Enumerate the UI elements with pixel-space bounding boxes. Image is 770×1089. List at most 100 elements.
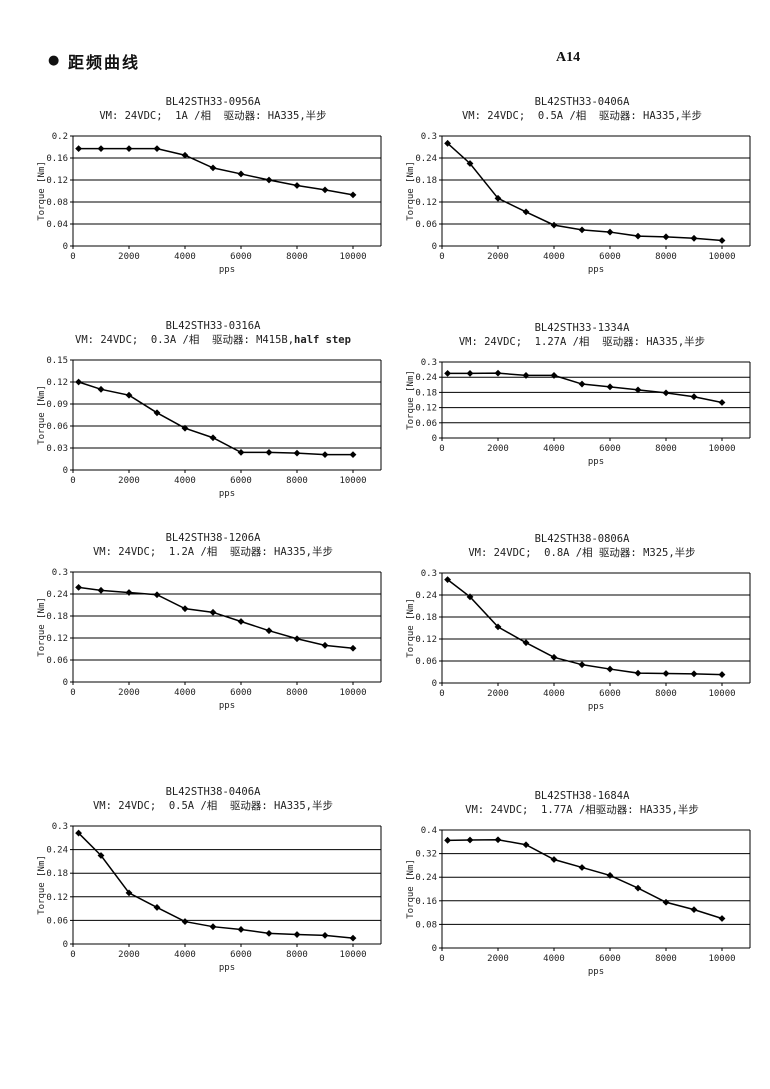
x-tick-label: 0 <box>70 950 75 960</box>
x-tick-label: 8000 <box>286 950 308 960</box>
chart-subtitle: VM: 24VDC; 0.3A /相 驱动器: M415B,half step <box>35 334 391 347</box>
data-line <box>78 586 354 650</box>
x-tick-label: 10000 <box>339 688 366 698</box>
y-tick-label: 0 <box>432 434 437 444</box>
data-point <box>293 449 301 457</box>
data-point <box>444 139 451 147</box>
y-tick-label: 0.08 <box>415 920 437 930</box>
data-point <box>265 627 273 635</box>
data-point <box>690 906 698 914</box>
x-tick-label: 6000 <box>599 252 621 262</box>
y-tick-label: 0 <box>63 678 68 688</box>
y-tick-label: 0 <box>432 242 437 252</box>
x-tick-label: 6000 <box>230 950 252 960</box>
chart-subtitle: VM: 24VDC; 1.77A /相驱动器: HA335,半步 <box>404 804 760 817</box>
y-tick-label: 0.03 <box>46 444 68 454</box>
x-tick-label: 2000 <box>118 252 140 262</box>
data-point <box>718 237 726 244</box>
y-tick-label: 0.06 <box>415 419 437 429</box>
data-point <box>522 841 530 849</box>
y-tick-label: 0.24 <box>46 846 68 856</box>
chart-bl42sth38-1684a: BL42STH38-1684A VM: 24VDC; 1.77A /相驱动器: … <box>404 790 760 976</box>
y-tick-label: 0.18 <box>415 388 437 398</box>
y-tick-label: 0.3 <box>421 569 437 579</box>
chart-bl42sth38-1206a: BL42STH38-1206A VM: 24VDC; 1.2A /相 驱动器: … <box>35 532 391 710</box>
x-tick-label: 6000 <box>230 688 252 698</box>
y-tick-label: 0.04 <box>46 220 68 230</box>
data-point <box>466 370 474 377</box>
chart-subtitle-text: VM: 24VDC; 1A /相 驱动器: HA335,半步 <box>99 110 327 122</box>
y-tick-label: 0 <box>432 679 437 689</box>
y-tick-label: 0.2 <box>52 132 68 142</box>
chart-subtitle: VM: 24VDC; 0.5A /相 驱动器: HA335,半步 <box>404 110 760 123</box>
x-tick-label: 2000 <box>487 444 509 454</box>
data-point <box>578 380 586 388</box>
x-tick-label: 8000 <box>655 444 677 454</box>
x-tick-label: 4000 <box>174 688 196 698</box>
y-tick-label: 0.3 <box>421 358 437 368</box>
chart-subtitle-bold: half step <box>294 334 351 346</box>
data-point <box>181 151 189 159</box>
x-tick-label: 10000 <box>708 444 735 454</box>
x-tick-label: 8000 <box>655 954 677 964</box>
data-point <box>75 378 82 386</box>
y-tick-label: 0.16 <box>46 154 68 164</box>
data-point <box>494 836 502 844</box>
x-tick-label: 2000 <box>118 688 140 698</box>
data-point <box>494 623 502 631</box>
x-tick-label: 10000 <box>708 252 735 262</box>
x-axis-label: pps <box>219 963 235 972</box>
x-tick-label: 8000 <box>286 476 308 486</box>
data-point <box>606 872 614 879</box>
x-tick-label: 8000 <box>655 252 677 262</box>
x-tick-label: 2000 <box>487 954 509 964</box>
y-tick-label: 0.09 <box>46 400 68 410</box>
data-point <box>237 618 245 625</box>
chart-plot: 0 0.06 0.12 0.18 0.24 0.3 0 2000 4000 6000 8000 100… <box>406 569 751 711</box>
y-tick-label: 0 <box>63 466 68 476</box>
data-line <box>447 579 723 676</box>
data-point <box>75 829 82 837</box>
chart-subtitle: VM: 24VDC; 1A /相 驱动器: HA335,半步 <box>35 110 391 123</box>
y-tick-label: 0.3 <box>421 132 437 142</box>
x-axis-label: pps <box>588 457 604 466</box>
x-tick-label: 2000 <box>118 476 140 486</box>
y-tick-label: 0.32 <box>415 850 437 860</box>
y-axis-label: Torque [Nm] <box>406 598 416 658</box>
x-tick-label: 10000 <box>339 476 366 486</box>
chart-plot: 0 0.06 0.12 0.18 0.24 0.3 0 2000 4000 6000 8000 100… <box>406 132 751 274</box>
chart-subtitle: VM: 24VDC; 1.2A /相 驱动器: HA335,半步 <box>35 546 391 559</box>
y-axis-label: Torque [Nm] <box>37 385 47 445</box>
data-point <box>97 145 105 153</box>
y-tick-label: 0.12 <box>415 404 437 414</box>
x-tick-label: 4000 <box>174 252 196 262</box>
data-point <box>237 170 245 178</box>
y-axis-label: Torque [Nm] <box>406 859 416 919</box>
chart-subtitle: VM: 24VDC; 0.5A /相 驱动器: HA335,半步 <box>35 800 391 813</box>
data-point <box>634 669 642 677</box>
x-tick-label: 0 <box>439 252 444 262</box>
data-point <box>209 923 217 931</box>
x-tick-label: 2000 <box>118 950 140 960</box>
y-tick-label: 0.18 <box>415 176 437 186</box>
chart-subtitle-text: VM: 24VDC; 0.8A /相 驱动器: M325,半步 <box>468 547 696 559</box>
x-tick-label: 6000 <box>230 476 252 486</box>
chart-bl42sth38-0806a: BL42STH38-0806A VM: 24VDC; 0.8A /相 驱动器: … <box>404 533 760 711</box>
data-point <box>550 653 558 661</box>
data-point <box>662 670 670 677</box>
data-point <box>718 671 726 678</box>
chart-subtitle-text: VM: 24VDC; 1.27A /相 驱动器: HA335,半步 <box>458 336 706 348</box>
x-tick-label: 6000 <box>599 444 621 454</box>
data-point <box>606 383 614 391</box>
y-tick-label: 0.15 <box>46 356 68 366</box>
chart-title: BL42STH38-0406A <box>165 786 261 798</box>
data-point <box>550 856 558 863</box>
y-tick-label: 0.12 <box>415 198 437 208</box>
y-axis-label: Torque [Nm] <box>37 161 47 221</box>
page-title: 距频曲线 <box>68 53 141 72</box>
data-point <box>522 372 530 379</box>
y-tick-label: 0.18 <box>46 612 68 622</box>
data-point <box>444 836 451 844</box>
y-tick-label: 0.06 <box>46 656 68 666</box>
y-axis-label: Torque [Nm] <box>37 597 47 657</box>
